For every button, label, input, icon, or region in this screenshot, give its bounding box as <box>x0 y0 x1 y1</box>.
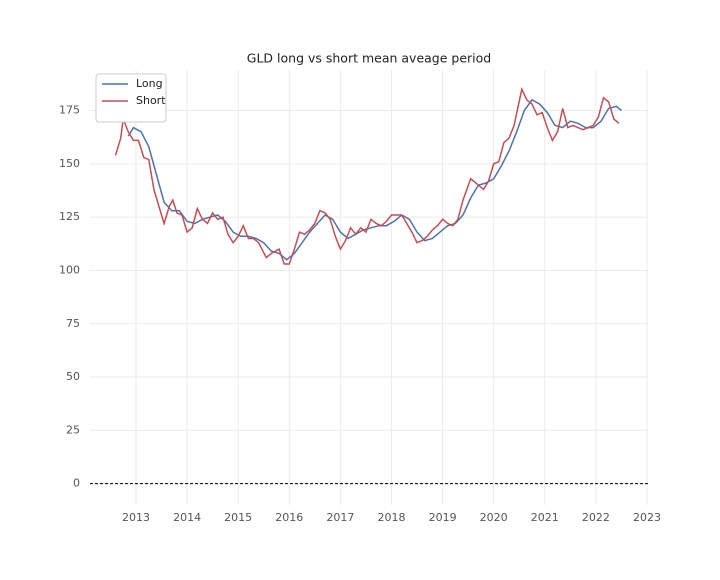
y-tick-label: 75 <box>66 317 80 330</box>
x-tick-label: 2019 <box>429 511 457 524</box>
y-tick-label: 175 <box>59 104 80 117</box>
x-tick-label: 2021 <box>531 511 559 524</box>
line-series <box>114 86 620 265</box>
x-tick-label: 2015 <box>224 511 252 524</box>
y-tick-label: 0 <box>73 477 80 490</box>
chart-title: GLD long vs short mean aveage period <box>247 51 491 66</box>
x-tick-label: 2018 <box>377 511 405 524</box>
y-tick-label: 100 <box>59 263 80 276</box>
x-tick-label: 2013 <box>122 511 150 524</box>
x-tick-label: 2022 <box>582 511 610 524</box>
legend-label: Long <box>136 77 163 90</box>
y-tick-label: 125 <box>59 210 80 223</box>
x-tick-label: 2014 <box>173 511 201 524</box>
y-tick-label: 150 <box>59 157 80 170</box>
legend-label: Short <box>136 94 166 107</box>
x-tick-label: 2020 <box>480 511 508 524</box>
x-tick-label: 2023 <box>633 511 661 524</box>
y-tick-label: 25 <box>66 423 80 436</box>
legend-box <box>95 73 167 123</box>
x-tick-label: 2016 <box>275 511 303 524</box>
line-series <box>127 98 622 261</box>
y-tick-label: 50 <box>66 370 80 383</box>
x-tick-label: 2017 <box>326 511 354 524</box>
legend: Long Short <box>95 73 167 123</box>
